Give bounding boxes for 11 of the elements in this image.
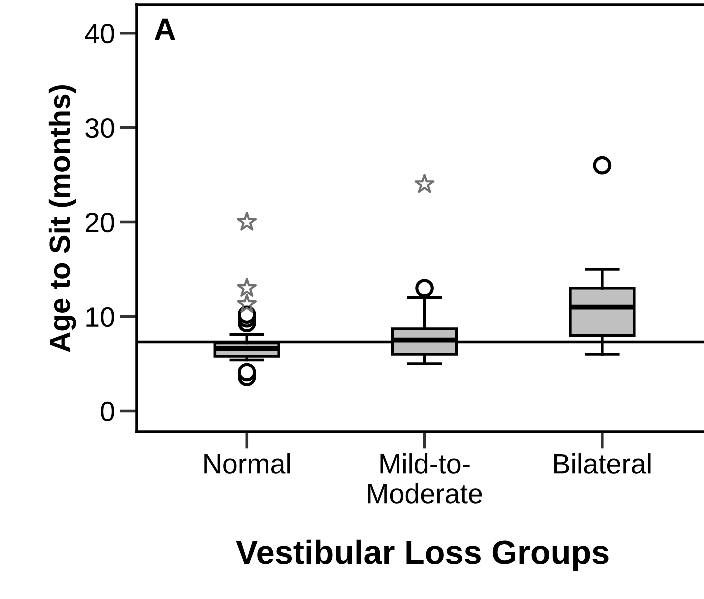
y-tick-label: 10	[86, 307, 114, 328]
annotation: A	[154, 18, 176, 40]
y-axis-title: Age to Sit (months)	[48, 85, 76, 352]
y-tick-label: 40	[85, 24, 114, 44]
x-tick-label: Bilateral	[554, 454, 651, 474]
y-tick-label: 30	[86, 118, 114, 138]
x-tick-label: Normal	[204, 454, 290, 474]
x-axis-title: Vestibular Loss Groups	[236, 540, 609, 571]
y-tick-label: 0	[101, 402, 114, 422]
y-tick-label: 20	[86, 212, 114, 233]
x-tick-label: Mild-to- Moderate	[368, 454, 482, 504]
